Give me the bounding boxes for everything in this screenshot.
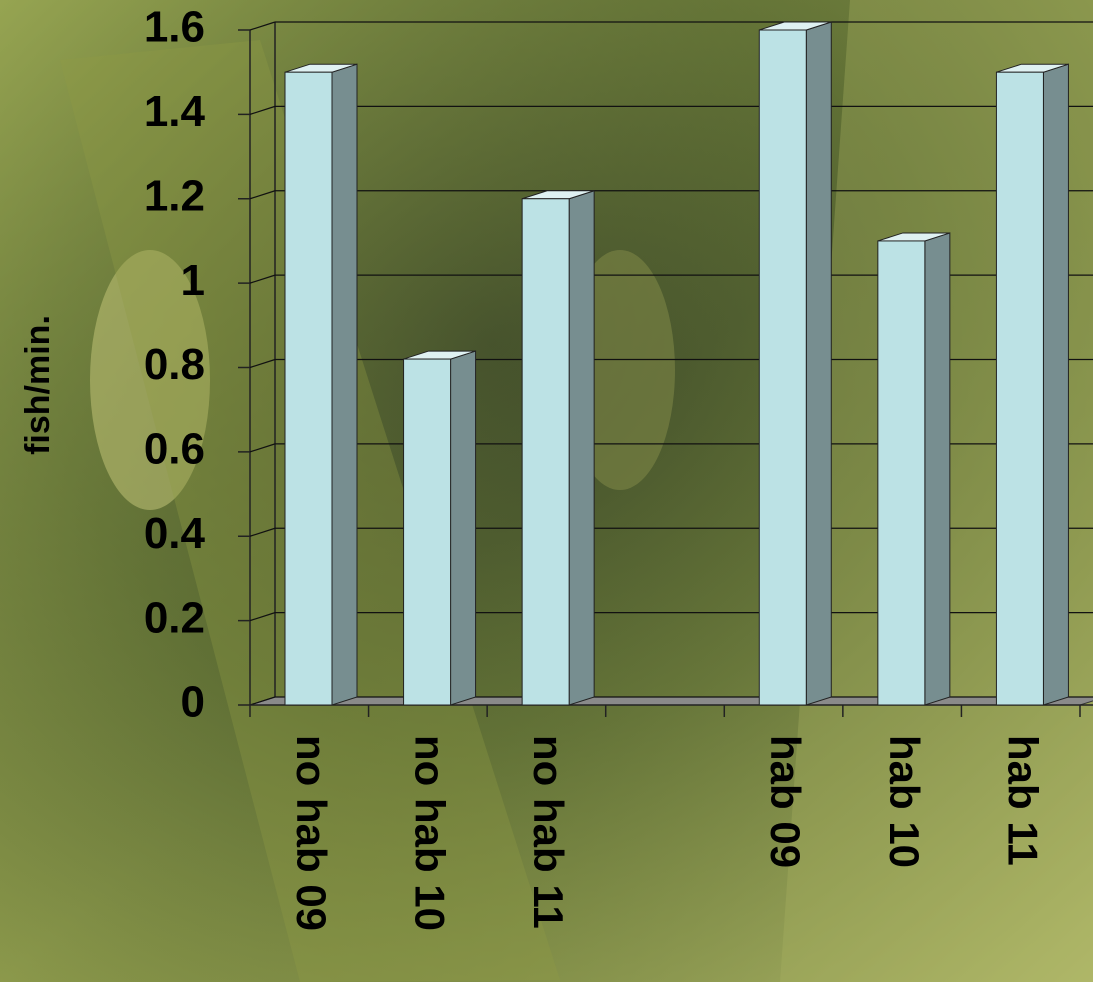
bar xyxy=(877,240,926,706)
y-tick-label: 0.4 xyxy=(144,509,206,558)
x-tick-label: no hab 09 xyxy=(288,735,335,931)
y-tick-label: 0.8 xyxy=(144,340,205,389)
x-tick-label: no hab 11 xyxy=(525,735,572,929)
y-tick-label: 1.2 xyxy=(144,171,205,220)
bar xyxy=(995,71,1044,706)
grid-line xyxy=(249,274,276,284)
y-axis-label: fish/min. xyxy=(19,315,57,455)
grid-line xyxy=(249,105,276,115)
y-tick-label: 0 xyxy=(181,678,205,727)
bar-side xyxy=(568,190,595,706)
x-tick-label: no hab 10 xyxy=(406,735,453,931)
fish-shape xyxy=(90,250,210,510)
x-tick-label: hab 09 xyxy=(762,735,809,868)
floor xyxy=(249,696,1093,706)
grid-line xyxy=(249,443,276,453)
bar-side xyxy=(1042,63,1069,706)
grid-line xyxy=(249,21,276,31)
grid-line xyxy=(249,358,276,369)
grid-line xyxy=(249,527,276,537)
bar-side xyxy=(331,63,358,706)
y-tick-label: 1.6 xyxy=(144,3,205,52)
x-tick-label: hab 10 xyxy=(881,735,928,868)
grid-line xyxy=(249,612,276,622)
x-tick-label: hab 11 xyxy=(999,735,1046,866)
y-tick-label: 1 xyxy=(181,256,205,305)
plot-area: 0 0.2 0.4 0.6 0.8 1 1.2 1.4 1.6 xyxy=(144,3,1093,727)
grid-line xyxy=(249,696,276,706)
bar-side xyxy=(924,232,951,706)
bar xyxy=(758,29,807,706)
grid-line xyxy=(249,190,276,200)
bar-side xyxy=(450,350,477,706)
bar xyxy=(284,71,333,706)
y-tick-label: 1.4 xyxy=(144,87,206,136)
bar xyxy=(521,198,570,706)
y-tick-label: 0.2 xyxy=(144,593,205,642)
bar-side xyxy=(805,21,832,706)
bar xyxy=(403,358,452,706)
y-tick-label: 0.6 xyxy=(144,425,205,474)
